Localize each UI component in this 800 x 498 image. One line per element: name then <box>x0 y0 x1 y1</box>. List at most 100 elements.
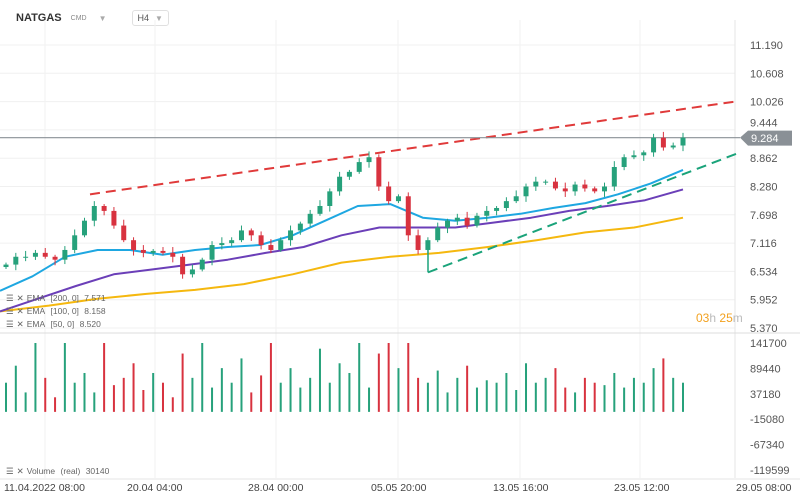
volume-bar <box>417 377 420 412</box>
symbol-dropdown-icon[interactable]: ▼ <box>98 13 107 23</box>
date-tick: 13.05 16:00 <box>493 482 549 494</box>
volume-bar <box>34 343 37 412</box>
candle-bullish <box>150 250 156 253</box>
volume-bar <box>407 343 410 412</box>
candle-bullish <box>229 240 235 244</box>
settings-icon[interactable]: ☰ <box>6 466 14 476</box>
volume-bar <box>269 343 272 412</box>
timeframe-value: H4 <box>137 13 150 23</box>
candle-bearish <box>464 217 470 226</box>
candle-bearish <box>660 137 666 148</box>
close-icon[interactable]: ✕ <box>16 319 24 329</box>
volume-tick-label: 37180 <box>750 389 781 401</box>
candle-bearish <box>415 235 421 250</box>
volume-bar <box>632 377 635 412</box>
legend-ema-100[interactable]: ☰ ✕ EMA [100, 0] 8.158 <box>6 306 106 316</box>
volume-bar <box>93 392 96 412</box>
candle-bullish <box>680 137 686 146</box>
chevron-down-icon: ▼ <box>155 14 163 23</box>
candle-bullish <box>474 215 480 226</box>
date-tick: 11.04.2022 08:00 <box>4 482 85 494</box>
date-tick: 28.04 00:00 <box>248 482 304 494</box>
market-label: CMD <box>70 14 87 22</box>
volume-bar <box>554 368 557 412</box>
candle-bearish <box>140 249 146 253</box>
candle-bullish <box>317 205 323 214</box>
volume-bar <box>201 343 204 412</box>
close-icon[interactable]: ✕ <box>16 466 24 476</box>
volume-bar <box>544 377 547 412</box>
candle-bullish <box>346 171 352 177</box>
candle-bearish <box>42 252 48 257</box>
volume-bar <box>122 377 125 412</box>
volume-bar <box>377 353 380 412</box>
candle-bearish <box>582 184 588 189</box>
volume-bar <box>161 382 164 412</box>
candle-bullish <box>484 210 490 216</box>
candle-bullish <box>435 227 441 241</box>
volume-bar <box>63 343 66 412</box>
candle-bearish <box>258 235 264 246</box>
volume-bar <box>5 382 7 412</box>
volume-bar <box>181 353 184 412</box>
candle-bullish <box>366 157 372 163</box>
candle-bullish <box>641 152 647 156</box>
legend-ema-50[interactable]: ☰ ✕ EMA [50, 0] 8.520 <box>6 319 101 329</box>
ema-50-line <box>0 168 684 292</box>
candle-bullish <box>32 252 38 257</box>
candle-bullish <box>238 230 244 241</box>
volume-bar <box>83 372 86 412</box>
volume-bar <box>583 377 586 412</box>
volume-bar <box>397 368 400 412</box>
volume-tick-label: -15080 <box>750 414 784 426</box>
volume-bar <box>603 385 606 412</box>
date-tick: 20.04 04:00 <box>127 482 183 494</box>
candle-bearish <box>160 250 166 253</box>
volume-bar <box>652 368 655 412</box>
volume-bar <box>14 365 17 412</box>
volume-bar <box>613 372 616 412</box>
candle-bearish <box>52 256 58 260</box>
close-icon[interactable]: ✕ <box>16 293 24 303</box>
settings-icon[interactable]: ☰ <box>6 293 14 303</box>
candle-bullish <box>572 184 578 192</box>
volume-tick-label: 89440 <box>750 363 781 375</box>
price-tick-label: 10.026 <box>750 97 784 109</box>
current-price-tag <box>740 130 792 146</box>
support-trendline <box>427 151 741 274</box>
candle-bullish <box>72 235 78 250</box>
settings-icon[interactable]: ☰ <box>6 306 14 316</box>
candle-bullish <box>670 145 676 148</box>
indicator-lines <box>0 100 741 313</box>
volume-bar <box>466 365 469 412</box>
candle-bearish <box>552 181 558 189</box>
settings-icon[interactable]: ☰ <box>6 319 14 329</box>
candle-bullish <box>533 181 539 187</box>
volume-bar <box>426 382 429 412</box>
volume-bar <box>358 343 361 412</box>
volume-bar <box>662 358 665 412</box>
candle-bearish <box>248 230 254 236</box>
candle-bearish <box>268 245 274 250</box>
date-tick: 23.05 12:00 <box>614 482 670 494</box>
volume-bar <box>103 343 106 412</box>
candle-bearish <box>376 157 382 187</box>
legend-ema-200[interactable]: ☰ ✕ EMA [200, 0] 7.571 <box>6 293 106 303</box>
close-icon[interactable]: ✕ <box>16 306 24 316</box>
candle-bullish <box>621 157 627 168</box>
legend-volume[interactable]: ☰ ✕ Volume (real) 30140 <box>6 466 110 476</box>
candle-bullish <box>445 220 451 228</box>
volume-bar <box>220 368 223 412</box>
volume-bar <box>574 392 577 412</box>
volume-bar <box>211 387 214 412</box>
volume-bar <box>525 363 528 412</box>
timeframe-select[interactable]: H4 ▼ <box>131 10 169 26</box>
volume-bar <box>682 382 684 412</box>
candle-bullish <box>337 176 343 192</box>
volume-bar <box>152 372 155 412</box>
volume-bar <box>338 363 341 412</box>
volume-bar <box>564 387 567 412</box>
volume-bar <box>299 387 302 412</box>
candle-bullish <box>62 249 68 260</box>
